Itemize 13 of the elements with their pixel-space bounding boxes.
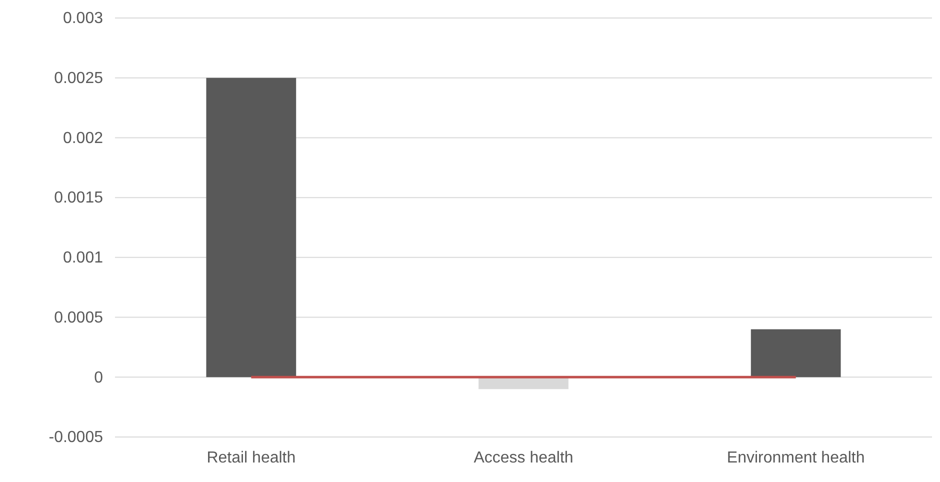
bar bbox=[750, 329, 841, 378]
y-tick-label: 0.002 bbox=[62, 130, 104, 147]
y-tick-label: 0.0005 bbox=[54, 309, 104, 326]
x-tick-label: Retail health bbox=[206, 449, 296, 466]
x-tick-label: Access health bbox=[474, 449, 574, 466]
y-tick-label: 0 bbox=[94, 369, 104, 386]
y-tick-label: 0.003 bbox=[62, 10, 104, 28]
bar bbox=[206, 78, 296, 378]
y-tick-label: 0.001 bbox=[62, 250, 104, 267]
y-tick-label: 0.0025 bbox=[54, 70, 104, 87]
y-tick-label: -0.0005 bbox=[48, 429, 104, 446]
x-tick-label: Environment health bbox=[726, 449, 865, 466]
y-tick-label: 0.0015 bbox=[54, 190, 104, 207]
